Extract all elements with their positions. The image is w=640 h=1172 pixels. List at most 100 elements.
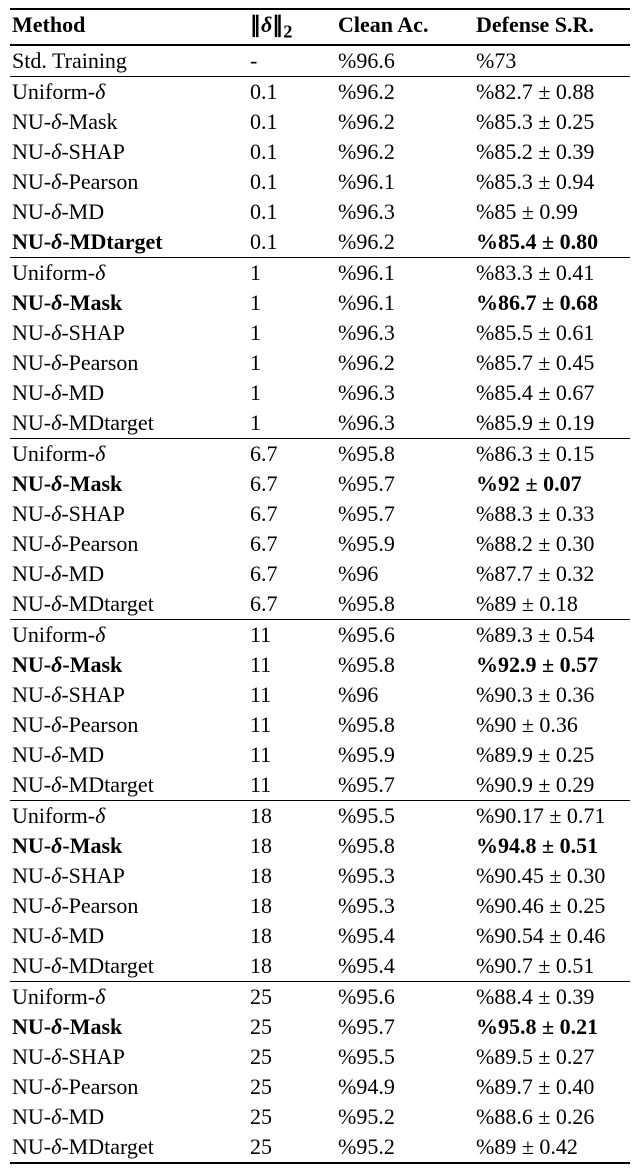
cell-defense: %92 ± 0.07 [474, 469, 630, 499]
cell-defense: %89.9 ± 0.25 [474, 740, 630, 770]
cell-delta: 0.1 [248, 197, 336, 227]
cell-clean: %95.8 [336, 589, 474, 620]
cell-delta: 0.1 [248, 107, 336, 137]
cell-clean: %95.7 [336, 1012, 474, 1042]
cell-clean: %96.2 [336, 107, 474, 137]
table-row: NU-δ-Pearson18%95.3%90.46 ± 0.25 [10, 891, 630, 921]
cell-delta: 0.1 [248, 167, 336, 197]
cell-clean: %96.2 [336, 348, 474, 378]
cell-defense: %89.5 ± 0.27 [474, 1042, 630, 1072]
cell-clean: %94.9 [336, 1072, 474, 1102]
header-method: Method [10, 9, 248, 45]
cell-delta: 1 [248, 378, 336, 408]
cell-defense: %82.7 ± 0.88 [474, 77, 630, 108]
cell-defense: %85.3 ± 0.94 [474, 167, 630, 197]
cell-defense: %85.4 ± 0.67 [474, 378, 630, 408]
table-body: Std. Training-%96.6%73Uniform-δ0.1%96.2%… [10, 45, 630, 1163]
cell-delta: 11 [248, 770, 336, 801]
cell-method: NU-δ-Pearson [10, 710, 248, 740]
table-row: NU-δ-MD0.1%96.3%85 ± 0.99 [10, 197, 630, 227]
cell-delta: 25 [248, 1132, 336, 1163]
cell-clean: %95.8 [336, 710, 474, 740]
cell-defense: %90 ± 0.36 [474, 710, 630, 740]
cell-defense: %85 ± 0.99 [474, 197, 630, 227]
cell-clean: %96.2 [336, 77, 474, 108]
cell-clean: %95.6 [336, 982, 474, 1013]
cell-delta: 1 [248, 348, 336, 378]
cell-method: NU-δ-Pearson [10, 1072, 248, 1102]
table-row: NU-δ-MD11%95.9%89.9 ± 0.25 [10, 740, 630, 770]
cell-method: Uniform-δ [10, 801, 248, 832]
table-row: NU-δ-SHAP11%96%90.3 ± 0.36 [10, 680, 630, 710]
table-row: NU-δ-SHAP25%95.5%89.5 ± 0.27 [10, 1042, 630, 1072]
cell-method: Uniform-δ [10, 77, 248, 108]
table-row: NU-δ-MD18%95.4%90.54 ± 0.46 [10, 921, 630, 951]
cell-clean: %96.1 [336, 167, 474, 197]
cell-defense: %90.54 ± 0.46 [474, 921, 630, 951]
cell-defense: %94.8 ± 0.51 [474, 831, 630, 861]
cell-method: NU-δ-MDtarget [10, 770, 248, 801]
cell-defense: %87.7 ± 0.32 [474, 559, 630, 589]
table-row: NU-δ-Mask25%95.7%95.8 ± 0.21 [10, 1012, 630, 1042]
cell-method: NU-δ-Pearson [10, 529, 248, 559]
cell-defense: %88.4 ± 0.39 [474, 982, 630, 1013]
table-row: NU-δ-Mask18%95.8%94.8 ± 0.51 [10, 831, 630, 861]
cell-delta: 1 [248, 408, 336, 439]
cell-clean: %96.1 [336, 288, 474, 318]
results-table: Method ∥δ∥2 Clean Ac. Defense S.R. Std. … [10, 8, 630, 1164]
cell-clean: %96.2 [336, 227, 474, 258]
cell-clean: %96.3 [336, 197, 474, 227]
table-row: Uniform-δ11%95.6%89.3 ± 0.54 [10, 620, 630, 651]
cell-clean: %95.3 [336, 891, 474, 921]
cell-delta: 18 [248, 951, 336, 982]
cell-defense: %85.7 ± 0.45 [474, 348, 630, 378]
cell-delta: - [248, 45, 336, 77]
cell-delta: 0.1 [248, 77, 336, 108]
cell-defense: %85.9 ± 0.19 [474, 408, 630, 439]
cell-clean: %95.8 [336, 650, 474, 680]
header-clean: Clean Ac. [336, 9, 474, 45]
cell-delta: 6.7 [248, 589, 336, 620]
cell-method: NU-δ-SHAP [10, 680, 248, 710]
table-row: NU-δ-MD6.7%96%87.7 ± 0.32 [10, 559, 630, 589]
cell-method: NU-δ-MD [10, 378, 248, 408]
cell-defense: %89 ± 0.42 [474, 1132, 630, 1163]
cell-clean: %95.7 [336, 499, 474, 529]
cell-clean: %96.2 [336, 137, 474, 167]
cell-delta: 18 [248, 921, 336, 951]
cell-method: NU-δ-Mask [10, 831, 248, 861]
cell-defense: %90.7 ± 0.51 [474, 951, 630, 982]
cell-delta: 25 [248, 1072, 336, 1102]
cell-delta: 25 [248, 1102, 336, 1132]
cell-method: NU-δ-Mask [10, 650, 248, 680]
cell-delta: 25 [248, 982, 336, 1013]
cell-method: NU-δ-MD [10, 1102, 248, 1132]
table-row: NU-δ-Pearson25%94.9%89.7 ± 0.40 [10, 1072, 630, 1102]
cell-method: NU-δ-Pearson [10, 167, 248, 197]
cell-delta: 6.7 [248, 499, 336, 529]
table-row: Uniform-δ0.1%96.2%82.7 ± 0.88 [10, 77, 630, 108]
table-row: Uniform-δ6.7%95.8%86.3 ± 0.15 [10, 439, 630, 470]
table-row: NU-δ-MD25%95.2%88.6 ± 0.26 [10, 1102, 630, 1132]
cell-clean: %95.8 [336, 831, 474, 861]
cell-clean: %95.7 [336, 770, 474, 801]
cell-method: NU-δ-MDtarget [10, 951, 248, 982]
cell-method: NU-δ-Mask [10, 1012, 248, 1042]
cell-delta: 18 [248, 861, 336, 891]
table-row: NU-δ-Pearson1%96.2%85.7 ± 0.45 [10, 348, 630, 378]
cell-defense: %86.3 ± 0.15 [474, 439, 630, 470]
table-row: NU-δ-Mask0.1%96.2%85.3 ± 0.25 [10, 107, 630, 137]
cell-defense: %95.8 ± 0.21 [474, 1012, 630, 1042]
cell-method: NU-δ-MD [10, 559, 248, 589]
table-row: NU-δ-Pearson6.7%95.9%88.2 ± 0.30 [10, 529, 630, 559]
table-row: NU-δ-MDtarget11%95.7%90.9 ± 0.29 [10, 770, 630, 801]
cell-clean: %95.7 [336, 469, 474, 499]
cell-method: NU-δ-SHAP [10, 499, 248, 529]
table-row: NU-δ-Pearson11%95.8%90 ± 0.36 [10, 710, 630, 740]
cell-method: NU-δ-MD [10, 197, 248, 227]
cell-method: NU-δ-MDtarget [10, 1132, 248, 1163]
cell-method: Uniform-δ [10, 439, 248, 470]
cell-method: NU-δ-SHAP [10, 137, 248, 167]
table-row: Uniform-δ1%96.1%83.3 ± 0.41 [10, 258, 630, 289]
table-row: NU-δ-Mask6.7%95.7%92 ± 0.07 [10, 469, 630, 499]
